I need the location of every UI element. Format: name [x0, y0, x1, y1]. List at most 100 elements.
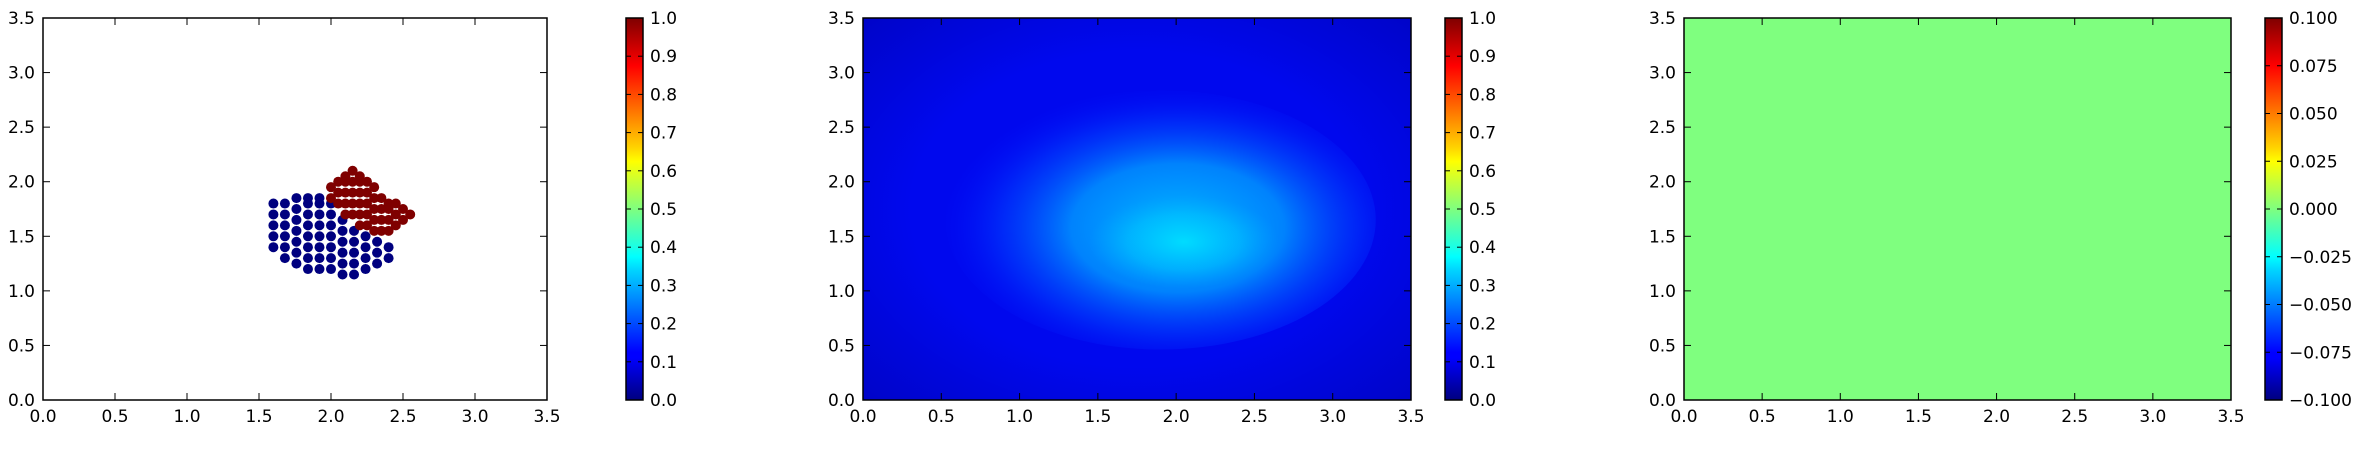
scatter-point-value-0	[279, 220, 290, 231]
scatter-point-value-0	[383, 253, 394, 264]
x-tick-label: 3.0	[1319, 407, 1346, 427]
scatter-point-value-0	[326, 231, 336, 242]
x-tick-label: 0.5	[1749, 407, 1776, 427]
scatter-point-value-0	[349, 247, 360, 258]
scatter-point-value-0	[337, 236, 348, 247]
scatter-point-value-1	[369, 193, 380, 204]
y-tick-label: 2.0	[8, 173, 35, 193]
colorbar-tick-label: 0.6	[650, 162, 677, 182]
x-tick-label: 0.5	[928, 407, 955, 427]
scatter-point-value-1	[383, 214, 394, 225]
colorbar-tick-label: 0.4	[1469, 238, 1496, 258]
panels: 0.0 0.5 1.0 1.5 2.0 2.5 3.0 3.5 0.0 0.5 1.0 1.5 2.0 2…	[8, 9, 2352, 427]
scatter-point-value-0	[349, 236, 360, 247]
x-tick-label: 3.5	[1397, 407, 1424, 427]
scatter-point-value-0	[268, 198, 279, 209]
scatter-point-value-1	[369, 225, 380, 236]
scatter-point-value-1	[362, 176, 372, 187]
y-tick-label: 1.5	[828, 227, 855, 247]
colorbar-tick-label: 0.5	[650, 200, 677, 220]
scatter-point-value-1	[354, 171, 365, 182]
y-tick-label: 2.0	[1649, 173, 1676, 193]
x-tick-label: 2.5	[2061, 407, 2088, 427]
scatter-point-value-0	[314, 193, 325, 204]
scatter-point-value-1	[354, 187, 365, 198]
y-tick-label: 2.0	[828, 173, 855, 193]
axes-frame	[1683, 17, 2232, 401]
colorbar-tick-label: 0.1	[1469, 353, 1496, 373]
scatter-point-value-1	[376, 214, 387, 225]
x-tick-label: 1.0	[173, 407, 200, 427]
colorbar-tick-label: 0.000	[2289, 200, 2338, 220]
scatter-point-value-0	[372, 236, 383, 247]
colorbar-tick-label: 0.8	[1469, 85, 1496, 105]
y-tick-label: 3.5	[828, 9, 855, 29]
scatter-point-value-0	[326, 242, 336, 253]
x-tick-label: 0.5	[101, 407, 128, 427]
colorbar-tick-label: 0.9	[650, 47, 677, 67]
colorbar-tick-label: 0.7	[650, 124, 677, 144]
y-tick-label: 3.5	[1649, 9, 1676, 29]
scatter-point-value-1	[362, 220, 372, 231]
scatter-point-value-0	[291, 236, 302, 247]
scatter-point-value-0	[326, 264, 336, 275]
y-tick-label: 0.5	[1649, 336, 1676, 356]
scatter-point-value-1	[376, 225, 387, 236]
colorbar-tick-label: 0.1	[650, 353, 677, 373]
y-tick-label: 1.5	[8, 227, 35, 247]
scatter-point-value-1	[376, 193, 387, 204]
panel-2: 0.0 0.5 1.0 1.5 2.0 2.5 3.0 3.5 0.0 0.5 1.0 1.5 2.0 2…	[828, 9, 1496, 427]
colorbar-tick-label: 0.0	[1469, 391, 1496, 411]
y-tick-label: 0.0	[828, 391, 855, 411]
scatter-point-value-0	[302, 231, 313, 242]
scatter-point-value-0	[268, 242, 279, 253]
scatter-point-value-0	[279, 231, 290, 242]
y-tick-label: 0.0	[1649, 391, 1676, 411]
colorbar-tick-label: 0.4	[650, 238, 677, 258]
x-tick-label: 1.5	[1905, 407, 1932, 427]
x-tick-label: 1.5	[1084, 407, 1111, 427]
colorbar-tick-label: −0.025	[2289, 248, 2352, 268]
scatter-point-value-0	[337, 258, 348, 269]
scatter-point-value-0	[314, 242, 325, 253]
scatter-point-value-1	[340, 187, 351, 198]
scatter-point-value-1	[398, 214, 408, 225]
x-tick-label: 1.5	[245, 407, 272, 427]
x-tick-label: 2.5	[1241, 407, 1268, 427]
scatter-point-value-0	[302, 220, 313, 231]
colorbar: 0.0 0.1 0.2 0.3 0.4 0.5 0.6 0.7 0.8 0.9 1.0	[1444, 9, 1496, 411]
scatter-point-value-0	[314, 253, 325, 264]
colorbar-tick-label: 1.0	[1469, 9, 1496, 29]
scatter-point-value-1	[333, 176, 344, 187]
scatter-point-value-0	[314, 231, 325, 242]
scatter-point-value-0	[326, 253, 336, 264]
colorbar-tick-label: 0.8	[650, 85, 677, 105]
scatter-point-value-1	[390, 220, 401, 231]
scatter-point-value-0	[326, 220, 336, 231]
scatter-point-value-1	[376, 204, 387, 214]
scatter-point-value-0	[360, 231, 371, 242]
scatter-point-value-1	[405, 209, 416, 220]
colorbar-tick-label: 0.3	[650, 276, 677, 296]
scatter-point-value-1	[347, 165, 358, 176]
x-tick-label: 2.0	[1983, 407, 2010, 427]
scatter-point-value-0	[337, 269, 348, 280]
scatter-point-value-0	[291, 247, 302, 258]
colorbar-tick-label: 0.6	[1469, 162, 1496, 182]
scatter-point-value-1	[354, 209, 365, 220]
axes-frame	[42, 17, 548, 401]
x-tick-label: 1.0	[1006, 407, 1033, 427]
scatter-point-value-0	[383, 242, 394, 253]
scatter-point-value-1	[362, 187, 372, 198]
scatter-point-value-0	[337, 247, 348, 258]
colorbar-tick-label: 0.5	[1469, 200, 1496, 220]
scatter-point-value-1	[326, 193, 336, 204]
colorbar-tick-label: 0.9	[1469, 47, 1496, 67]
x-tick-label: 3.0	[2139, 407, 2166, 427]
x-tick-label: 3.5	[2217, 407, 2244, 427]
y-tick-label: 0.5	[8, 336, 35, 356]
colorbar-tick-label: −0.050	[2289, 296, 2352, 316]
scatter-point-value-1	[390, 209, 401, 220]
colorbar-tick-label: 0.7	[1469, 124, 1496, 144]
scatter-point-value-1	[340, 198, 351, 209]
